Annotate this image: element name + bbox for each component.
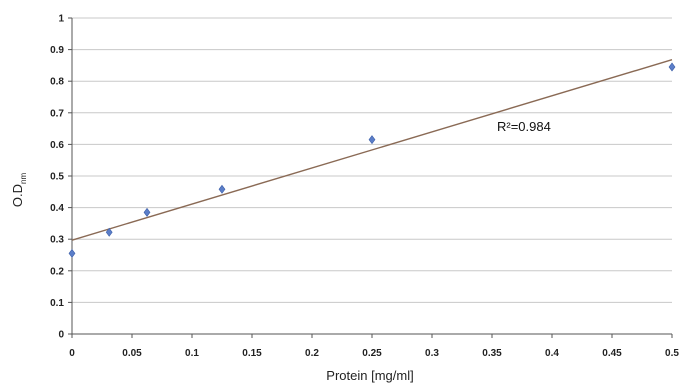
y-tick-label: 0.2 <box>50 266 64 277</box>
data-point <box>143 207 151 217</box>
r-squared-annotation: R²=0.984 <box>497 119 551 134</box>
y-tick-label: 0.3 <box>50 235 64 246</box>
x-tick-label: 0.15 <box>242 348 262 359</box>
y-tick-label: 0.4 <box>50 203 64 214</box>
data-points <box>68 62 676 258</box>
x-axis-label: Protein [mg/ml] <box>326 368 413 383</box>
trendline <box>71 59 673 241</box>
x-tick-label: 0.35 <box>482 348 502 359</box>
y-tick-label: 0 <box>58 330 64 341</box>
x-tick-labels: 0 0.05 0.1 0.15 0.2 0.25 0.3 0.35 0.4 0.45 0.5 <box>69 348 679 359</box>
y-axis-label: O.Dnm <box>10 173 28 208</box>
x-tick-label: 0.05 <box>122 348 142 359</box>
x-tick-label: 0.2 <box>305 348 319 359</box>
y-tick-label: 0.9 <box>50 45 64 56</box>
data-point <box>368 135 376 145</box>
x-tick-label: 0.5 <box>665 348 679 359</box>
x-tick-label: 0.1 <box>185 348 199 359</box>
y-tick-label: 0.5 <box>50 172 64 183</box>
axes <box>68 17 673 338</box>
y-tick-label: 0.7 <box>50 108 64 119</box>
y-axis-label-sub: nm <box>19 173 28 184</box>
y-axis-label-group: O.Dnm <box>10 173 28 208</box>
x-tick-label: 0.45 <box>602 348 622 359</box>
data-point <box>218 184 226 194</box>
x-tick-label: 0.4 <box>545 348 559 359</box>
y-tick-label: 1 <box>58 14 64 25</box>
y-axis-label-main: O.D <box>10 184 25 207</box>
trendline-group <box>71 59 673 241</box>
x-tick-label: 0 <box>69 348 75 359</box>
x-tick-label: 0.25 <box>362 348 382 359</box>
data-point <box>668 62 676 72</box>
y-tick-labels: 0 0.1 0.2 0.3 0.4 0.5 0.6 0.7 0.8 0.9 1 <box>50 14 64 341</box>
x-tick-label: 0.3 <box>425 348 439 359</box>
grid-lines <box>72 17 672 303</box>
y-tick-label: 0.6 <box>50 140 64 151</box>
data-point <box>105 227 113 237</box>
data-point <box>68 248 76 258</box>
y-tick-label: 0.8 <box>50 77 64 88</box>
y-tick-label: 0.1 <box>50 298 64 309</box>
